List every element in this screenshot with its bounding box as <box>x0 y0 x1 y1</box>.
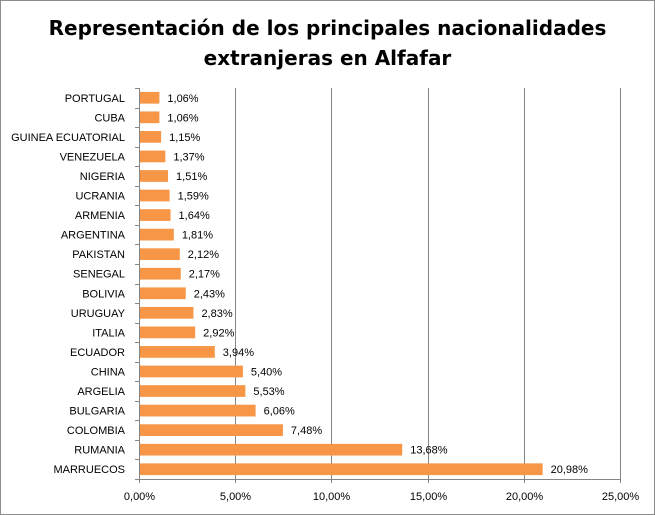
x-tick-label-4: 20,00% <box>506 491 544 503</box>
category-label-bolivia: BOLIVIA <box>82 288 125 300</box>
bar-italia <box>140 326 196 339</box>
axes <box>135 88 621 483</box>
bar-uruguay <box>140 306 194 319</box>
bar-pakistan <box>140 248 180 261</box>
value-label-venezuela: 1,37% <box>173 151 204 163</box>
category-label-ecuador: ECUADOR <box>70 347 125 359</box>
category-label-portugal: PORTUGAL <box>65 93 125 105</box>
x-tick-label-2: 10,00% <box>313 491 351 503</box>
gridlines <box>235 88 621 479</box>
value-label-china: 5,40% <box>251 366 282 378</box>
category-label-argentina: ARGENTINA <box>61 230 126 242</box>
category-label-nigeria: NIGERIA <box>80 171 126 183</box>
bar-argelia <box>140 385 246 397</box>
category-label-pakistan: PAKISTAN <box>72 249 125 261</box>
value-label-rumania: 13,68% <box>410 445 448 457</box>
chart-title: Representación de los principales nacion… <box>1 13 654 73</box>
bar-marruecos <box>140 463 543 476</box>
chart-title-line-2: extranjeras en Alfafar <box>203 46 452 70</box>
bar-rumania <box>140 443 403 456</box>
bar-bolivia <box>140 287 186 300</box>
bar-bulgaria <box>140 404 256 417</box>
bars <box>140 91 543 476</box>
category-label-uruguay: URUGUAY <box>71 308 126 320</box>
bar-senegal <box>140 267 181 280</box>
x-tick-label-0: 0,00% <box>124 491 155 503</box>
category-label-rumania: RUMANIA <box>74 445 125 457</box>
bar-venezuela <box>140 150 166 163</box>
category-label-guinea-ecuatorial: GUINEA ECUATORIAL <box>11 132 125 144</box>
category-label-bulgaria: BULGARIA <box>69 406 125 418</box>
category-label-cuba: CUBA <box>94 112 125 124</box>
category-label-armenia: ARMENIA <box>75 210 126 222</box>
bar-ucrania <box>140 189 170 202</box>
chart-title-line-1: Representación de los principales nacion… <box>48 16 607 40</box>
value-label-italia: 2,92% <box>203 327 234 339</box>
bar-guinea-ecuatorial <box>140 131 162 143</box>
value-label-pakistan: 2,12% <box>188 249 219 261</box>
x-tick-label-3: 15,00% <box>410 491 448 503</box>
value-label-bulgaria: 6,06% <box>264 406 295 418</box>
bar-armenia <box>140 209 171 221</box>
value-label-armenia: 1,64% <box>179 210 210 222</box>
bar-portugal <box>140 91 160 104</box>
bar-china <box>140 365 243 378</box>
value-label-senegal: 2,17% <box>189 269 220 281</box>
x-tick-label-5: 25,00% <box>602 491 640 503</box>
value-label-nigeria: 1,51% <box>176 171 207 183</box>
value-label-argentina: 1,81% <box>182 230 213 242</box>
value-label-cuba: 1,06% <box>167 112 198 124</box>
value-label-uruguay: 2,83% <box>201 308 232 320</box>
labels: 0,00% 5,00% 10,00% 15,00% 20,00% 25,00% PORTUG… <box>11 93 639 503</box>
category-label-ucrania: UCRANIA <box>75 191 125 203</box>
x-tick-label-1: 5,00% <box>220 491 251 503</box>
value-label-ecuador: 3,94% <box>223 347 254 359</box>
category-label-argelia: ARGELIA <box>77 386 125 398</box>
category-label-venezuela: VENEZUELA <box>60 151 126 163</box>
value-label-ucrania: 1,59% <box>178 191 209 203</box>
bar-colombia <box>140 424 283 436</box>
value-label-bolivia: 2,43% <box>194 288 225 300</box>
value-label-colombia: 7,48% <box>291 425 322 437</box>
category-label-marruecos: MARRUECOS <box>53 464 125 476</box>
bar-ecuador <box>140 346 215 358</box>
value-label-portugal: 1,06% <box>167 93 198 105</box>
value-label-argelia: 5,53% <box>253 386 284 398</box>
category-label-china: CHINA <box>91 366 126 378</box>
value-label-marruecos: 20,98% <box>551 464 589 476</box>
value-label-guinea-ecuatorial: 1,15% <box>169 132 200 144</box>
category-label-italia: ITALIA <box>92 327 125 339</box>
category-label-senegal: SENEGAL <box>73 269 125 281</box>
bar-argentina <box>140 228 174 241</box>
category-label-colombia: COLOMBIA <box>67 425 126 437</box>
bar-cuba <box>140 111 160 124</box>
bar-nigeria <box>140 170 169 182</box>
